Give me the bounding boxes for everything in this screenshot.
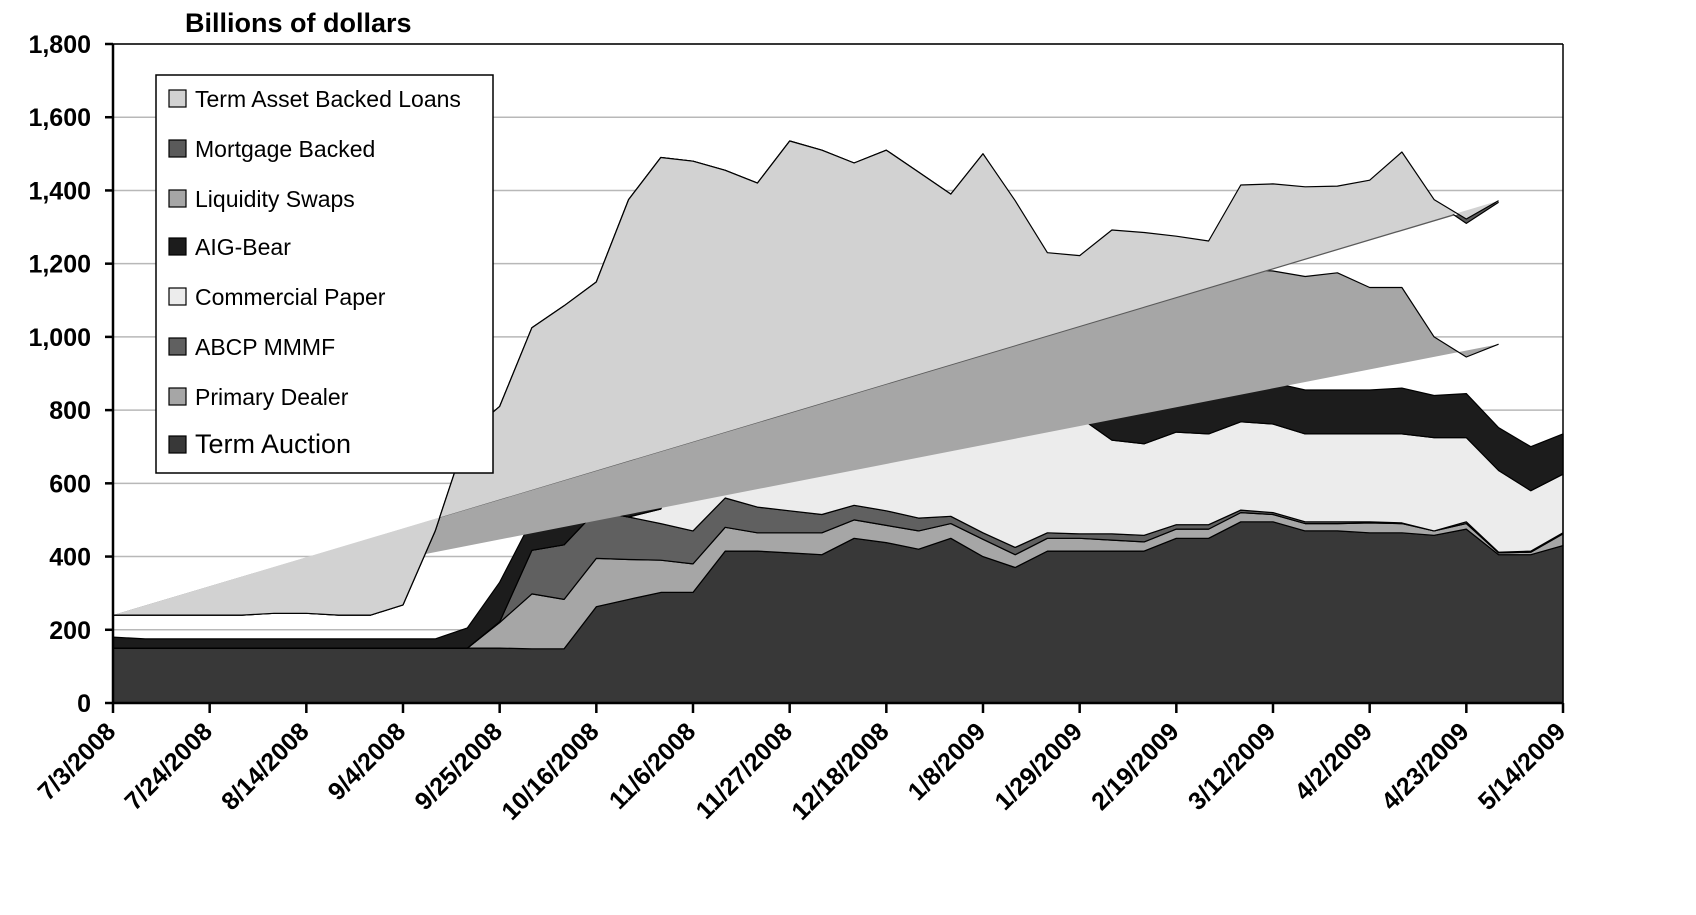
x-tick-label: 12/18/2008 — [786, 717, 894, 825]
x-tick-label: 1/29/2009 — [989, 717, 1087, 815]
legend-label-commercial-paper: Commercial Paper — [195, 284, 386, 310]
y-tick-label: 400 — [49, 544, 91, 572]
y-tick-label: 800 — [49, 397, 91, 425]
legend-label-abcp-mmmf: ABCP MMMF — [195, 334, 335, 360]
y-tick-label: 1,000 — [28, 324, 91, 352]
x-tick-label: 4/23/2009 — [1376, 717, 1474, 815]
legend-label-term-auction: Term Auction — [195, 429, 351, 459]
area-term-asset-backed-loans — [113, 140, 1499, 616]
x-tick-label: 8/14/2008 — [216, 717, 315, 816]
x-tick-label: 11/27/2008 — [691, 717, 798, 824]
legend-swatch-term-auction — [168, 435, 187, 454]
chart-unit-title: Billions of dollars — [185, 8, 412, 38]
legend-swatch-aig-bear — [168, 237, 187, 256]
x-tick-label: 4/2/2009 — [1289, 717, 1378, 806]
y-tick-label: 0 — [77, 690, 91, 718]
legend-label-mortgage-backed: Mortgage Backed — [195, 136, 375, 162]
x-tick-label: 5/14/2009 — [1473, 717, 1571, 815]
legend-swatch-primary-dealer — [168, 387, 187, 406]
x-tick-label: 1/8/2009 — [903, 717, 992, 806]
y-tick-label: 1,200 — [28, 251, 91, 279]
x-tick-label: 9/4/2008 — [323, 717, 412, 806]
legend-swatch-abcp-mmmf — [168, 337, 187, 356]
legend: Term Asset Backed Loans Mortgage Backed Li… — [155, 74, 494, 474]
x-tick-label: 7/24/2008 — [119, 717, 218, 816]
legend-swatch-commercial-paper — [168, 287, 187, 306]
y-axis-ticks: 0 200 400 600 800 1,000 1,200 1,400 1,600 1,800 — [28, 31, 113, 718]
y-tick-label: 1,400 — [28, 177, 91, 205]
x-tick-label: 7/3/2008 — [33, 717, 122, 806]
x-tick-label: 9/25/2008 — [409, 717, 508, 816]
legend-swatch-liquidity-swaps — [168, 189, 187, 208]
x-tick-label: 10/16/2008 — [496, 717, 604, 825]
y-tick-label: 1,600 — [28, 104, 91, 132]
y-tick-label: 200 — [49, 617, 91, 645]
x-tick-label: 11/6/2008 — [604, 717, 702, 815]
y-tick-label: 1,800 — [28, 31, 91, 59]
legend-label-liquidity-swaps: Liquidity Swaps — [195, 186, 355, 212]
axes — [111, 43, 1564, 705]
legend-label-primary-dealer: Primary Dealer — [195, 384, 349, 410]
legend-label-term-asset-backed-loans: Term Asset Backed Loans — [195, 86, 461, 112]
y-tick-label: 600 — [49, 470, 91, 498]
legend-swatch-term-asset-backed-loans — [168, 89, 187, 108]
legend-label-aig-bear: AIG-Bear — [195, 234, 291, 260]
x-tick-label: 3/12/2009 — [1183, 717, 1281, 815]
legend-swatch-mortgage-backed — [168, 139, 187, 158]
x-tick-label: 2/19/2009 — [1086, 717, 1184, 815]
legend-box — [155, 74, 494, 474]
stacked-areas — [112, 140, 1564, 704]
